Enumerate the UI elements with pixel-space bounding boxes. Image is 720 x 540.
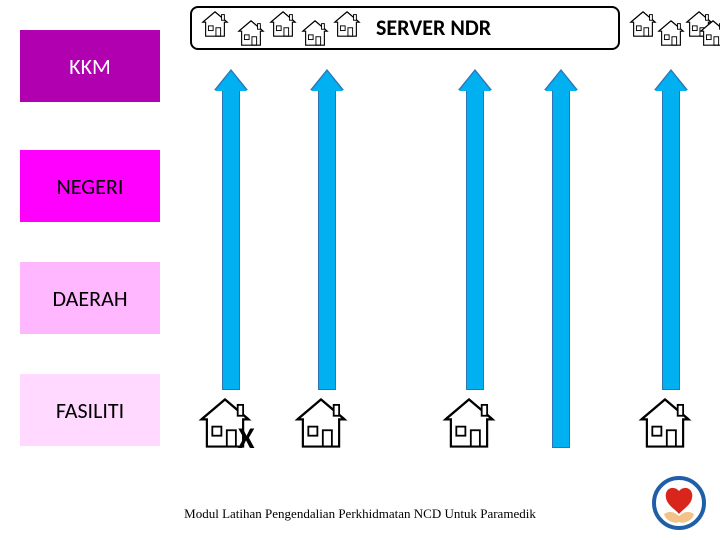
house-icon xyxy=(236,18,266,48)
diagram-stage: KKM NEGERI DAERAH FASILITI SERVER NDR xyxy=(0,0,720,540)
upward-arrow xyxy=(222,88,240,390)
house-icon xyxy=(628,9,658,39)
house-icon xyxy=(332,9,362,39)
house-icon xyxy=(656,18,686,48)
level-box-negeri: NEGERI xyxy=(20,150,160,222)
upward-arrow xyxy=(552,88,570,448)
house-icon xyxy=(200,9,230,39)
facility-house-icon xyxy=(440,394,498,452)
house-icon xyxy=(698,18,720,48)
level-label: KKM xyxy=(69,53,111,80)
upward-arrow xyxy=(662,88,680,390)
footer-text: Modul Latihan Pengendalian Perkhidmatan … xyxy=(0,506,720,522)
level-box-fasiliti: FASILITI xyxy=(20,374,160,446)
upward-arrow xyxy=(466,88,484,390)
level-label: DAERAH xyxy=(52,285,127,312)
upward-arrow xyxy=(318,88,336,390)
house-icon xyxy=(268,9,298,39)
ministry-logo-icon xyxy=(652,476,706,530)
level-box-daerah: DAERAH xyxy=(20,262,160,334)
facility-house-icon xyxy=(636,394,694,452)
x-mark: X xyxy=(238,420,255,457)
server-label: SERVER NDR xyxy=(376,14,491,41)
house-icon xyxy=(300,18,330,48)
facility-house-icon xyxy=(292,394,350,452)
level-label: FASILITI xyxy=(56,397,124,424)
level-box-kkm: KKM xyxy=(20,30,160,102)
level-label: NEGERI xyxy=(57,173,124,200)
